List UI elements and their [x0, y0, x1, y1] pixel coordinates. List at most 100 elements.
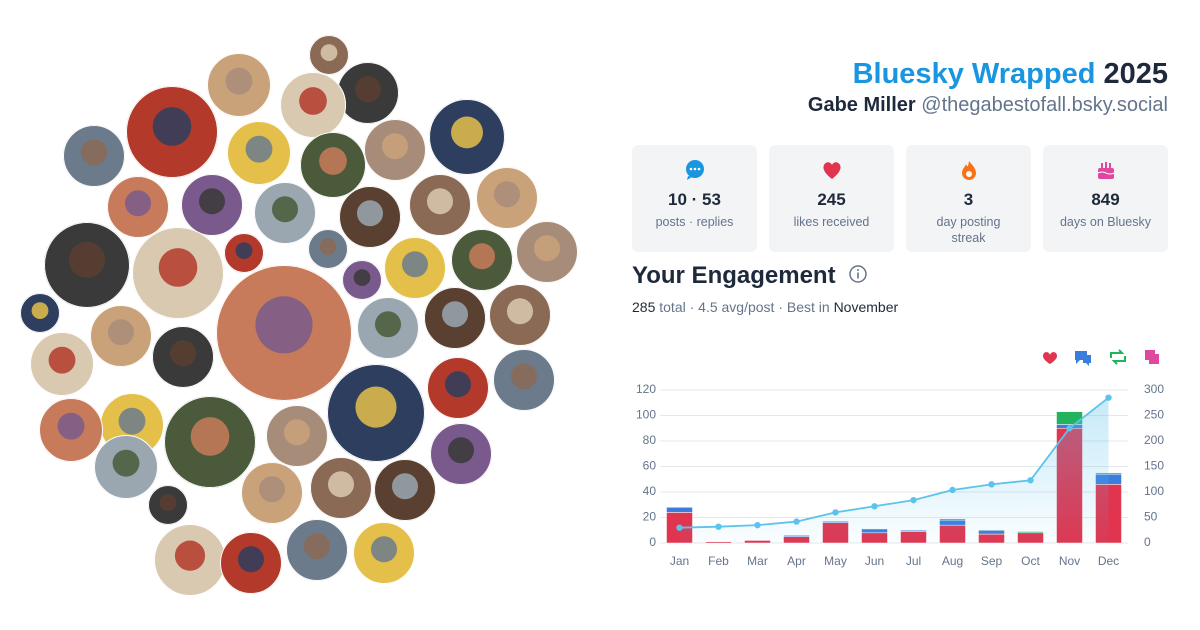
x-tick-label: Dec [1098, 554, 1119, 568]
line [679, 396, 1110, 529]
stat-card: 10 · 53 posts · replies [632, 145, 757, 252]
legend-glyph [1075, 351, 1091, 366]
avatar-face [493, 181, 521, 208]
avatar[interactable] [39, 398, 103, 462]
avatar[interactable] [207, 53, 271, 117]
avatar-ring [132, 227, 224, 319]
avatar-face [235, 242, 253, 259]
avatar[interactable] [342, 260, 382, 300]
avatar[interactable] [429, 99, 505, 175]
avatar[interactable] [224, 233, 264, 273]
avatar-ring [374, 459, 436, 521]
avatar-ring [300, 132, 366, 198]
legend-icon[interactable] [1110, 349, 1126, 365]
avatar[interactable] [286, 519, 348, 581]
avatar-ring [216, 265, 352, 401]
avatar[interactable] [241, 462, 303, 524]
avatar-face [57, 412, 85, 440]
avatar[interactable] [353, 522, 415, 584]
avatar[interactable] [181, 174, 243, 236]
avatar[interactable] [152, 326, 214, 388]
avatar[interactable] [20, 293, 60, 333]
avatar-ring [44, 222, 130, 308]
avatar[interactable] [309, 35, 349, 75]
avatar-ring [357, 297, 419, 359]
avatar[interactable] [327, 364, 425, 462]
icon [685, 160, 704, 180]
avatar[interactable] [227, 121, 291, 185]
avatar[interactable] [154, 524, 226, 596]
avatar[interactable] [266, 405, 328, 467]
avatar[interactable] [493, 349, 555, 411]
avatar[interactable] [409, 174, 471, 236]
avatar[interactable] [374, 459, 436, 521]
icon [961, 161, 976, 180]
avatar[interactable] [63, 125, 125, 187]
avatar[interactable] [364, 119, 426, 181]
avatar[interactable] [384, 237, 446, 299]
avatar-face [299, 87, 327, 115]
avatar-ring [148, 485, 188, 525]
line-point [793, 518, 800, 525]
avatar-face [506, 298, 534, 325]
avatar[interactable] [489, 284, 551, 346]
avatar[interactable] [216, 265, 352, 401]
avatar[interactable] [132, 227, 224, 319]
avatar-face [319, 238, 337, 256]
avatar-face [381, 133, 409, 160]
avatar-face [451, 116, 483, 149]
avatar[interactable] [220, 532, 282, 594]
y-tick-label: 40 [643, 484, 657, 498]
avatar[interactable] [451, 229, 513, 291]
title: Bluesky Wrapped 2025 [853, 58, 1168, 91]
avatar[interactable] [310, 457, 372, 519]
summary: 285 total · 4.5 avg/post · Best in Novem… [632, 299, 898, 315]
legend-icon[interactable] [1075, 351, 1091, 366]
avatar[interactable] [516, 221, 578, 283]
avatar[interactable] [30, 332, 94, 396]
app-title: Bluesky Wrapped [852, 58, 1096, 90]
avatar[interactable] [300, 132, 366, 198]
avatar[interactable] [254, 182, 316, 244]
legend-icon[interactable] [1145, 350, 1159, 364]
y2-tick-label: 0 [1144, 535, 1151, 549]
total: 285 [632, 299, 656, 315]
avatar[interactable] [107, 176, 169, 238]
avatar[interactable] [148, 485, 188, 525]
user-name: Gabe Miller [807, 94, 916, 116]
avatar[interactable] [476, 167, 538, 229]
avatar-ring [430, 423, 492, 485]
stat-label: posts · replies [655, 215, 734, 229]
avatar[interactable] [424, 287, 486, 349]
avatar[interactable] [44, 222, 130, 308]
avatar-face [391, 473, 419, 500]
avatar[interactable] [339, 186, 401, 248]
avatar-ring [280, 72, 346, 138]
avatar-face [118, 407, 146, 435]
avatar[interactable] [430, 423, 492, 485]
line-point [988, 481, 995, 488]
avatar[interactable] [337, 62, 399, 124]
legend-icon[interactable] [1043, 352, 1057, 364]
avatar-ring [220, 532, 282, 594]
avatar[interactable] [427, 357, 489, 419]
avatar-ring [308, 229, 348, 269]
avatar[interactable] [164, 396, 256, 488]
line-area [679, 397, 1109, 543]
info-icon[interactable] [848, 264, 868, 284]
avatar-face [31, 302, 49, 319]
avatar-face [271, 196, 299, 223]
avatar[interactable] [126, 86, 218, 178]
avatar[interactable] [280, 72, 346, 138]
y-tick-label: 80 [643, 433, 657, 447]
stat-value: 10 · 53 [668, 190, 721, 209]
avatar[interactable] [308, 229, 348, 269]
avatar-face [190, 417, 230, 456]
bar-segment [666, 507, 693, 513]
line-point [1027, 477, 1034, 484]
avatar[interactable] [357, 297, 419, 359]
x-tick-label: Nov [1059, 554, 1080, 568]
avatar[interactable] [90, 305, 152, 367]
avatar[interactable] [94, 435, 158, 499]
